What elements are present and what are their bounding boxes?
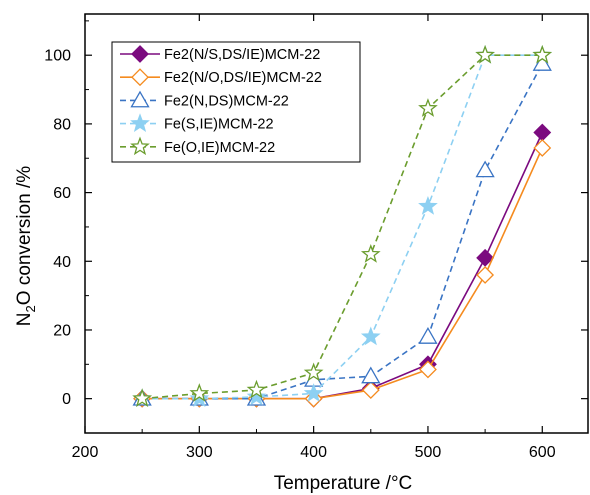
series-line — [142, 147, 543, 400]
data-point — [246, 379, 267, 399]
y-axis-title-rest: O conversion /% — [14, 166, 35, 305]
data-point — [418, 195, 438, 215]
legend-marker — [131, 45, 149, 63]
legend-marker — [130, 90, 150, 108]
data-point — [475, 44, 495, 64]
x-tick-label: 400 — [300, 444, 327, 461]
y-axis-title: N2O conversion /% — [14, 166, 38, 326]
legend-box — [111, 41, 361, 163]
legend-item: Fe2(N/S,DS/IE)MCM-22 — [120, 45, 320, 63]
data-point — [361, 381, 380, 399]
legend-label: Fe2(N/S,DS/IE)MCM-22 — [164, 47, 320, 63]
data-point — [476, 266, 495, 284]
data-point — [303, 362, 324, 382]
series-layer — [132, 44, 553, 408]
data-point — [246, 386, 267, 406]
data-point — [475, 160, 495, 178]
data-point — [132, 388, 153, 408]
legend-marker — [130, 136, 150, 156]
plot-frame — [84, 13, 589, 434]
legend: Fe2(N/S,DS/IE)MCM-22 Fe2(N/O,DS/IE)MCM-22… — [111, 41, 361, 163]
legend-label: Fe2(N,DS)MCM-22 — [164, 93, 289, 109]
data-point — [418, 98, 438, 117]
y-axis-title-main: N — [14, 312, 35, 326]
data-point — [532, 44, 553, 64]
x-tick-label: 600 — [529, 444, 556, 461]
data-point — [189, 383, 210, 402]
y-tick-label: 80 — [53, 116, 71, 133]
legend-marker — [130, 113, 150, 132]
axes-layer: 200 300 400 500 600 0 20 40 60 80 100 — [44, 13, 589, 461]
y-tick-label: 0 — [62, 391, 71, 408]
series-line — [142, 54, 543, 400]
data-point — [419, 360, 437, 379]
legend-label: Fe(O,IE)MCM-22 — [164, 140, 275, 156]
legend-label: Fe2(N/O,DS/IE)MCM-22 — [164, 70, 322, 86]
x-tick-label: 500 — [415, 444, 442, 461]
legend-marker — [131, 68, 149, 87]
y-axis-title-sub: 2 — [23, 305, 38, 312]
data-point — [303, 383, 324, 402]
data-point — [361, 366, 381, 384]
legend-item: Fe2(N,DS)MCM-22 — [120, 90, 289, 109]
legend-item: Fe2(N/O,DS/IE)MCM-22 — [120, 68, 322, 87]
x-tick-label: 300 — [186, 444, 213, 461]
x-tick-label: 200 — [72, 444, 99, 461]
y-tick-label: 100 — [44, 48, 71, 65]
data-point — [533, 123, 552, 142]
data-point — [476, 248, 495, 267]
y-tick-label: 40 — [53, 254, 71, 271]
series-Fe(O,IE)MCM-22 — [132, 44, 553, 408]
series-Fe2(N/O,DS/IE)MCM-22 — [133, 139, 552, 408]
data-point — [360, 244, 381, 263]
legend-label: Fe(S,IE)MCM-22 — [164, 117, 274, 133]
y-tick-label: 60 — [53, 185, 71, 202]
data-point — [532, 53, 552, 71]
data-point — [360, 326, 381, 346]
legend-item: Fe(O,IE)MCM-22 — [120, 136, 275, 156]
series-line — [142, 54, 543, 400]
data-point — [418, 327, 438, 344]
series-line — [142, 63, 543, 400]
data-point — [533, 139, 552, 157]
x-axis-title: Temperature /°C — [274, 473, 413, 494]
legend-item: Fe(S,IE)MCM-22 — [120, 113, 274, 133]
y-tick-label: 20 — [53, 322, 71, 339]
